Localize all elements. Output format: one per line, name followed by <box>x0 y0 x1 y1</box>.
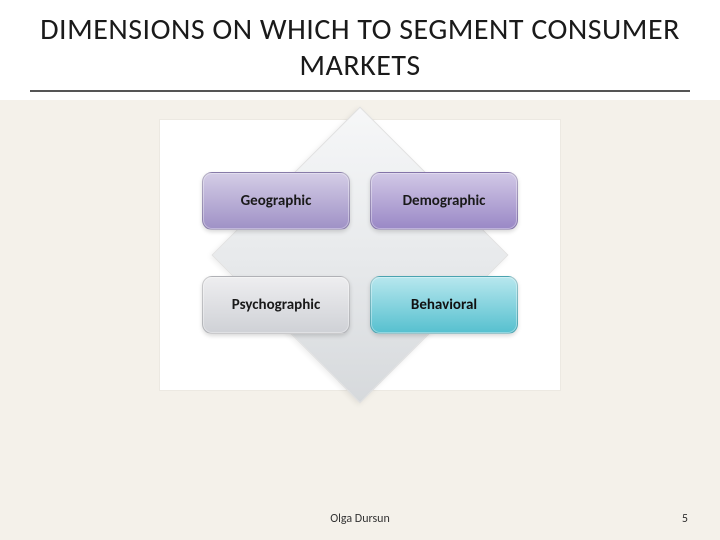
box-label: Geographic <box>241 192 312 210</box>
box-psychographic: Psychographic <box>202 276 350 334</box>
diamond-shape <box>212 107 509 404</box>
box-demographic: Demographic <box>370 172 518 230</box>
box-geographic: Geographic <box>202 172 350 230</box>
slide: DIMENSIONS ON WHICH TO SEGMENT CONSUMER … <box>0 0 720 540</box>
box-behavioral: Behavioral <box>370 276 518 334</box>
footer-page-number: 5 <box>682 512 688 526</box>
box-label: Demographic <box>403 192 486 210</box>
box-label: Behavioral <box>411 296 477 314</box>
content-area: Geographic Demographic Psychographic Beh… <box>0 120 720 490</box>
header: DIMENSIONS ON WHICH TO SEGMENT CONSUMER … <box>0 0 720 100</box>
page-title: DIMENSIONS ON WHICH TO SEGMENT CONSUMER … <box>30 12 690 84</box>
footer-author: Olga Dursun <box>330 512 390 526</box>
title-underline <box>30 90 690 92</box>
diagram-card: Geographic Demographic Psychographic Beh… <box>160 120 560 390</box>
box-label: Psychographic <box>232 296 320 314</box>
